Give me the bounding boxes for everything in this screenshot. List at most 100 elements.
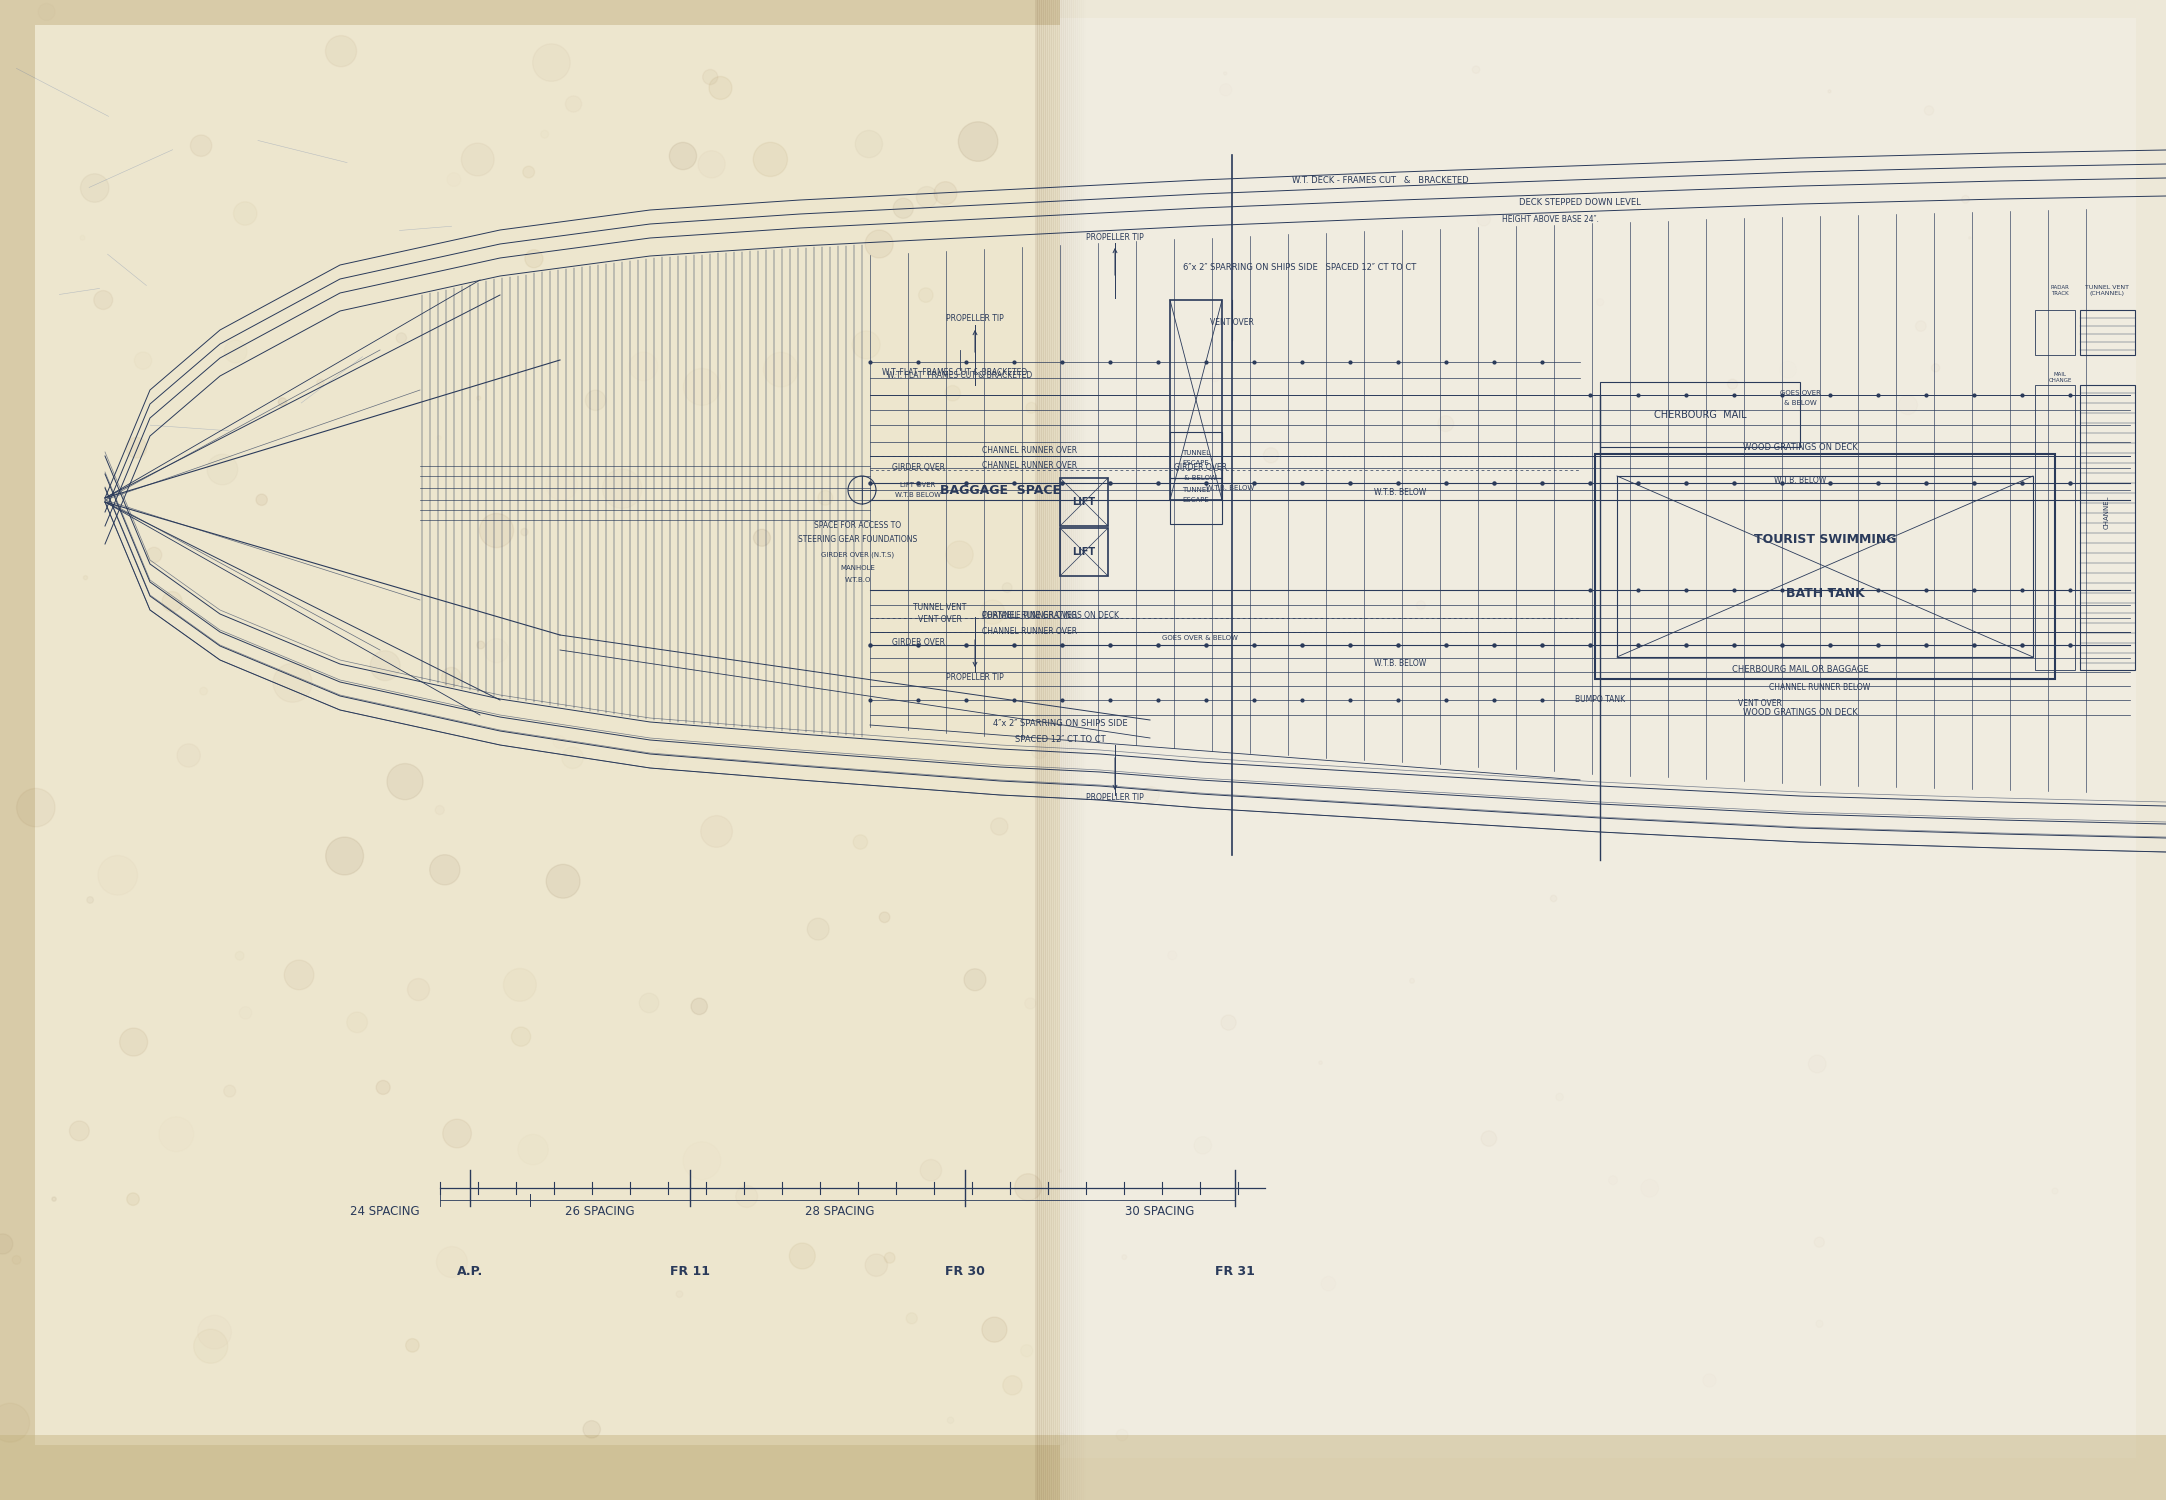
Circle shape bbox=[864, 230, 892, 258]
Bar bbox=[1074, 0, 1079, 1500]
Bar bbox=[1061, 0, 1064, 1500]
Circle shape bbox=[388, 764, 422, 800]
Bar bbox=[1072, 0, 1077, 1500]
Circle shape bbox=[884, 1252, 895, 1263]
Bar bbox=[1594, 454, 2056, 680]
Circle shape bbox=[69, 1120, 89, 1142]
Circle shape bbox=[957, 122, 999, 162]
Text: A.P.: A.P. bbox=[457, 1264, 483, 1278]
Circle shape bbox=[442, 1119, 472, 1148]
Circle shape bbox=[191, 135, 212, 156]
Bar bbox=[1070, 0, 1072, 1500]
Circle shape bbox=[93, 291, 113, 309]
Circle shape bbox=[442, 668, 461, 687]
Text: PROPELLER TIP: PROPELLER TIP bbox=[1085, 232, 1144, 242]
Circle shape bbox=[788, 1244, 814, 1269]
Text: DECK STEPPED DOWN LEVEL: DECK STEPPED DOWN LEVEL bbox=[1518, 198, 1642, 207]
Text: CHERBOURG  MAIL: CHERBOURG MAIL bbox=[1653, 410, 1746, 420]
Text: MAIL
CHANGE: MAIL CHANGE bbox=[2049, 372, 2071, 382]
Text: WOOD GRATINGS ON DECK: WOOD GRATINGS ON DECK bbox=[1744, 442, 1858, 452]
Circle shape bbox=[524, 249, 544, 268]
Text: CHANNEL RUNNER OVER: CHANNEL RUNNER OVER bbox=[983, 610, 1077, 620]
Bar bbox=[1059, 18, 2136, 1458]
Text: SPACED 12″ CT TO CT: SPACED 12″ CT TO CT bbox=[1014, 735, 1105, 744]
Bar bbox=[1070, 0, 1074, 1500]
Bar bbox=[2079, 310, 2136, 356]
Bar bbox=[1044, 0, 1048, 1500]
Bar bbox=[1081, 0, 1083, 1500]
Circle shape bbox=[754, 530, 771, 546]
Text: STEERING GEAR FOUNDATIONS: STEERING GEAR FOUNDATIONS bbox=[799, 536, 918, 544]
Text: PROPELLER TIP: PROPELLER TIP bbox=[947, 314, 1003, 322]
Text: GOES OVER: GOES OVER bbox=[1780, 390, 1819, 396]
Circle shape bbox=[981, 1317, 1007, 1342]
Circle shape bbox=[879, 912, 890, 922]
Bar bbox=[1618, 476, 2034, 657]
Text: FR 30: FR 30 bbox=[944, 1264, 986, 1278]
Circle shape bbox=[256, 494, 266, 506]
Circle shape bbox=[429, 855, 459, 885]
Circle shape bbox=[405, 1338, 420, 1352]
Text: MANHOLE: MANHOLE bbox=[840, 566, 875, 572]
Bar bbox=[1046, 0, 1051, 1500]
Circle shape bbox=[377, 1080, 390, 1095]
Bar bbox=[1170, 478, 1222, 524]
Text: TUNNEL: TUNNEL bbox=[1183, 450, 1211, 456]
Circle shape bbox=[522, 166, 535, 178]
Text: W.T. FLAT  FRAMES CUT & BRACKETED: W.T. FLAT FRAMES CUT & BRACKETED bbox=[888, 370, 1033, 380]
Bar bbox=[2036, 386, 2075, 670]
Bar bbox=[1055, 0, 1057, 1500]
Circle shape bbox=[1003, 1376, 1022, 1395]
Circle shape bbox=[126, 438, 147, 458]
Text: VENT OVER: VENT OVER bbox=[918, 615, 962, 624]
Text: W.T.B. BELOW: W.T.B. BELOW bbox=[1774, 476, 1826, 484]
Text: LIFT: LIFT bbox=[1072, 496, 1096, 507]
Text: W.T.B. BELOW: W.T.B. BELOW bbox=[1373, 488, 1425, 496]
Circle shape bbox=[754, 142, 788, 177]
Circle shape bbox=[511, 1028, 531, 1045]
Bar bbox=[1051, 0, 1055, 1500]
Bar bbox=[1068, 0, 1070, 1500]
Circle shape bbox=[691, 998, 708, 1014]
Text: TOURIST SWIMMING: TOURIST SWIMMING bbox=[1754, 532, 1895, 546]
Bar bbox=[1066, 0, 1068, 1500]
Text: VENT OVER: VENT OVER bbox=[1737, 699, 1783, 708]
Text: & BELOW: & BELOW bbox=[1183, 476, 1217, 482]
Circle shape bbox=[277, 398, 286, 406]
Text: 4″x 2″ SPARRING ON SHIPS SIDE: 4″x 2″ SPARRING ON SHIPS SIDE bbox=[992, 718, 1126, 728]
Text: RADAR
TRACK: RADAR TRACK bbox=[2051, 285, 2069, 296]
Circle shape bbox=[669, 142, 697, 170]
Text: CHERBOURG MAIL OR BAGGAGE: CHERBOURG MAIL OR BAGGAGE bbox=[1731, 664, 1869, 674]
Text: LIFT: LIFT bbox=[1072, 548, 1096, 556]
Text: W.T.B. BELOW: W.T.B. BELOW bbox=[1206, 484, 1254, 490]
Text: PROPELLER TIP: PROPELLER TIP bbox=[947, 674, 1003, 682]
Circle shape bbox=[162, 591, 182, 612]
Text: GIRDER OVER: GIRDER OVER bbox=[1174, 464, 1226, 472]
Text: GIRDER OVER (N.T.S): GIRDER OVER (N.T.S) bbox=[821, 550, 895, 558]
Circle shape bbox=[892, 198, 914, 219]
Text: BAGGAGE  SPACE: BAGGAGE SPACE bbox=[940, 483, 1061, 496]
Bar bbox=[1170, 300, 1222, 500]
Text: 24 SPACING: 24 SPACING bbox=[351, 1204, 420, 1218]
Bar bbox=[1601, 382, 1800, 447]
Bar bbox=[1048, 0, 1053, 1500]
Text: SPACE FOR ACCESS TO: SPACE FOR ACCESS TO bbox=[814, 520, 901, 530]
Circle shape bbox=[147, 548, 162, 562]
Text: 26 SPACING: 26 SPACING bbox=[565, 1204, 635, 1218]
Circle shape bbox=[546, 864, 580, 898]
Text: ESCAPE: ESCAPE bbox=[1183, 460, 1209, 466]
Bar bbox=[0, 0, 1059, 1500]
Text: GOES OVER & BELOW: GOES OVER & BELOW bbox=[1163, 634, 1239, 640]
Text: TUNNEL: TUNNEL bbox=[1183, 488, 1211, 494]
Text: CHANNEL RUNNER BELOW: CHANNEL RUNNER BELOW bbox=[1770, 682, 1871, 692]
Text: BATH TANK: BATH TANK bbox=[1785, 586, 1865, 600]
Bar bbox=[1083, 0, 1085, 1500]
Bar bbox=[1064, 0, 1066, 1500]
Bar bbox=[1038, 0, 1040, 1500]
Bar bbox=[1042, 0, 1044, 1500]
Text: 28 SPACING: 28 SPACING bbox=[806, 1204, 875, 1218]
Text: TUNNEL VENT
(CHANNEL): TUNNEL VENT (CHANNEL) bbox=[2086, 285, 2129, 296]
Text: 30 SPACING: 30 SPACING bbox=[1126, 1204, 1196, 1218]
Text: W.T.B.O: W.T.B.O bbox=[845, 578, 871, 584]
Text: FR 11: FR 11 bbox=[669, 1264, 710, 1278]
